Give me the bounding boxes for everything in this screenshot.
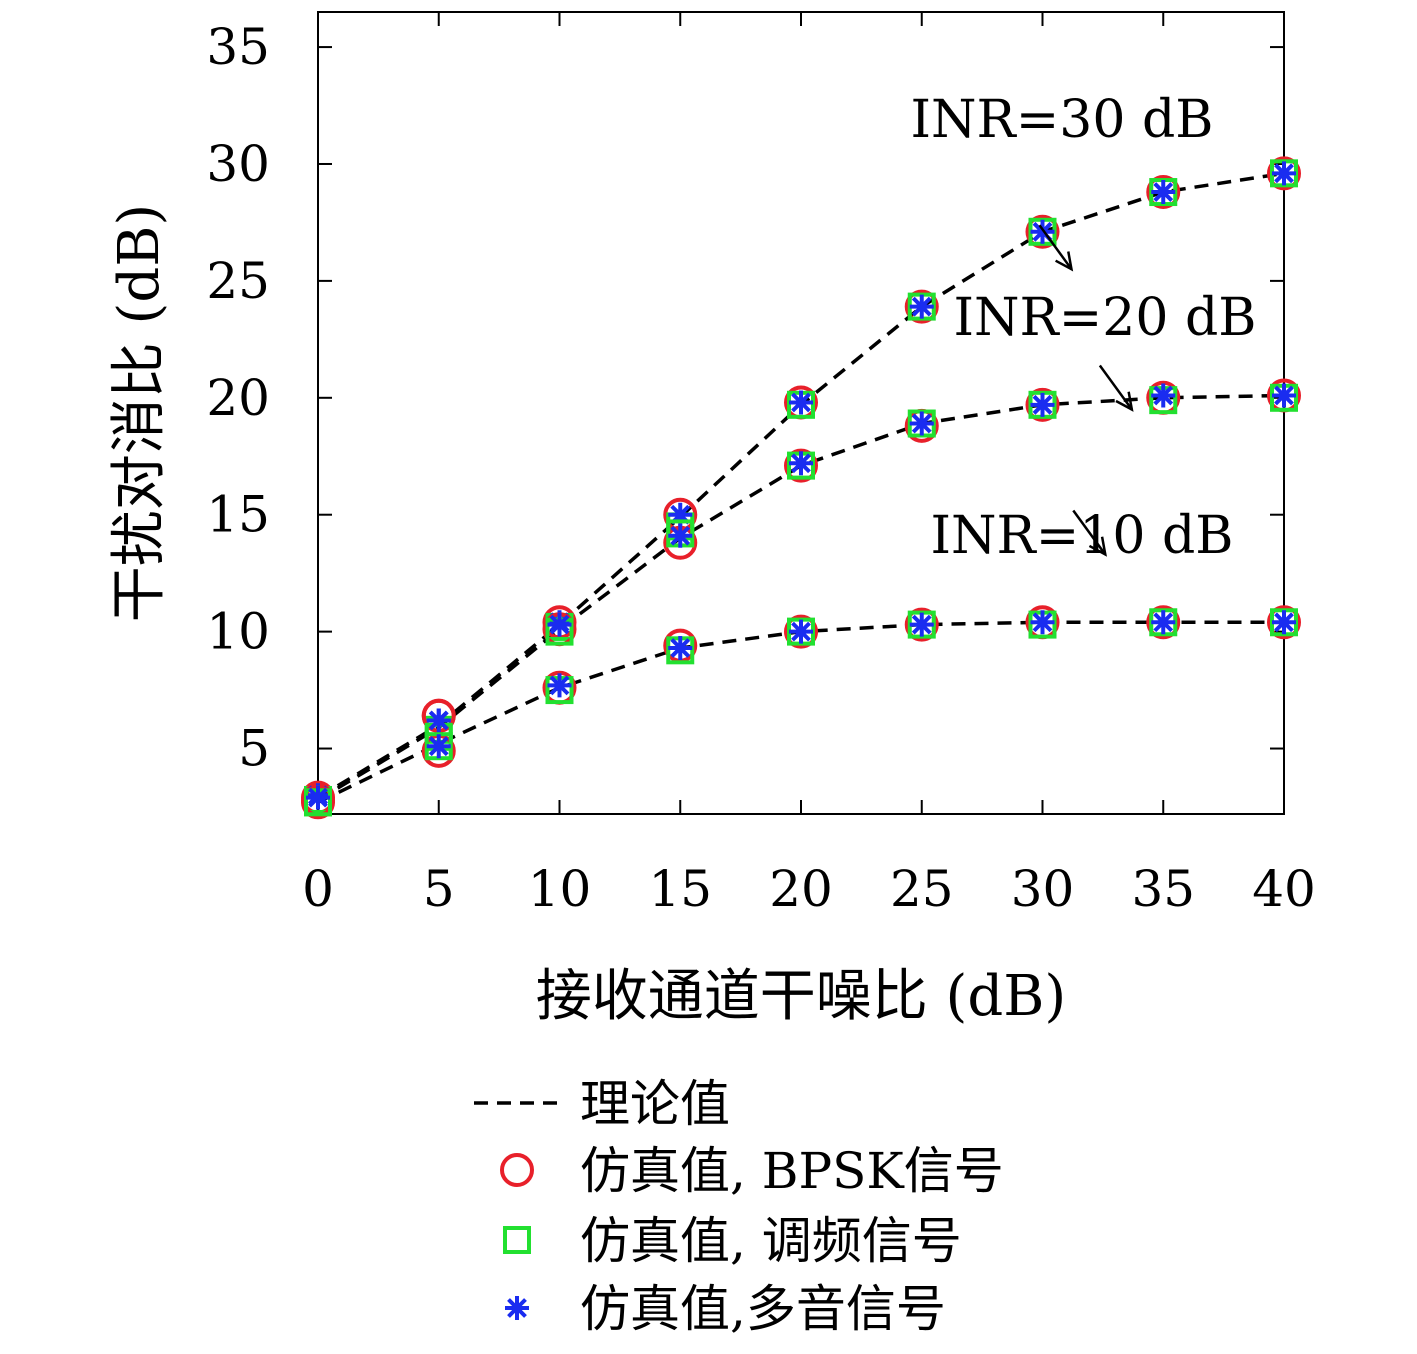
inr-annotation-label: INR=20 dB xyxy=(954,288,1257,348)
markers xyxy=(301,156,1301,820)
multitone-point xyxy=(1272,161,1296,186)
y-tick-label: 30 xyxy=(206,135,270,193)
bpsk-point xyxy=(784,614,818,649)
x-tick-label: 35 xyxy=(1131,860,1195,918)
legend-label-multitone: 仿真值,多音信号 xyxy=(580,1280,946,1338)
multitone-point xyxy=(1030,610,1055,635)
x-tick-label: 10 xyxy=(528,860,592,918)
annotation-arrow xyxy=(1038,224,1073,270)
x-tick-label: 15 xyxy=(648,860,712,918)
y-axis-label: 干扰对消比 (dB) xyxy=(107,204,172,623)
multitone-point xyxy=(1030,219,1055,244)
x-tick-label: 40 xyxy=(1252,860,1316,918)
multitone-point xyxy=(547,612,572,637)
multitone-point xyxy=(909,411,934,436)
annotation-arrow xyxy=(1098,364,1133,411)
multitone-point xyxy=(1272,383,1296,408)
legend-bpsk-swatch xyxy=(500,1153,534,1187)
bpsk-point xyxy=(784,448,818,483)
multitone-point xyxy=(426,708,451,733)
x-tick-label: 30 xyxy=(1011,860,1075,918)
x-tick-label: 0 xyxy=(302,860,334,918)
bpsk-point xyxy=(1146,605,1181,640)
x-axis-label: 接收通道干噪比 (dB) xyxy=(536,964,1067,1029)
legend-label-bpsk: 仿真值, BPSK信号 xyxy=(580,1142,1004,1200)
multitone-point xyxy=(789,390,813,415)
multitone-point xyxy=(668,635,693,660)
theory-line xyxy=(317,620,1284,804)
y-tick-label: 10 xyxy=(206,603,270,661)
y-tick-label: 5 xyxy=(238,720,270,778)
legend-label-theory: 理论值 xyxy=(580,1075,730,1133)
legend-fm-swatch xyxy=(503,1226,531,1254)
multitone-point xyxy=(668,502,693,527)
annotation-arrow xyxy=(1072,509,1107,556)
bpsk-point xyxy=(904,607,939,642)
annotation-arrowhead xyxy=(1055,251,1074,272)
x-tick-label: 25 xyxy=(890,860,954,918)
multitone-point xyxy=(909,612,934,637)
legend-label-fm: 仿真值, 调频信号 xyxy=(580,1212,962,1270)
theory-line xyxy=(317,171,1285,800)
multitone-point xyxy=(1272,610,1296,635)
bpsk-point xyxy=(1025,214,1060,249)
legend-multitone-swatch xyxy=(505,1296,529,1320)
multitone-point xyxy=(547,673,572,698)
y-tick-label: 20 xyxy=(206,369,270,427)
annotation-arrowhead xyxy=(1115,391,1134,412)
bpsk-point xyxy=(1025,387,1060,422)
y-tick-label: 25 xyxy=(206,252,270,310)
annotations: INR=30 dB INR=20 dB INR=10 dB xyxy=(911,90,1257,566)
x-tick-label: 20 xyxy=(769,860,833,918)
multitone-point xyxy=(1151,610,1176,635)
multitone-point xyxy=(1151,383,1176,408)
x-tick-label: 5 xyxy=(423,860,455,918)
multitone-point xyxy=(909,294,934,319)
multitone-point xyxy=(1030,392,1055,417)
bpsk-point xyxy=(1267,156,1301,191)
y-tick-label: 35 xyxy=(206,18,270,76)
multitone-point xyxy=(1151,180,1176,205)
inr-annotation-label: INR=30 dB xyxy=(911,90,1214,150)
multitone-point xyxy=(668,523,693,548)
multitone-point xyxy=(306,785,330,810)
multitone-point xyxy=(426,734,451,759)
y-tick-label: 15 xyxy=(206,486,270,544)
bpsk-point xyxy=(1267,605,1301,640)
annotation-arrowhead xyxy=(1088,536,1107,557)
multitone-point xyxy=(789,451,813,476)
multitone-point xyxy=(789,619,813,644)
bpsk-point xyxy=(904,289,939,324)
theory-lines xyxy=(317,171,1285,804)
bpsk-point xyxy=(1146,175,1181,210)
ticks: 0 5 10 15 20 25 30 35 40 5 10 15 20 25 30 35 xyxy=(206,12,1316,918)
inr-annotation-label: INR=10 dB xyxy=(931,506,1234,566)
